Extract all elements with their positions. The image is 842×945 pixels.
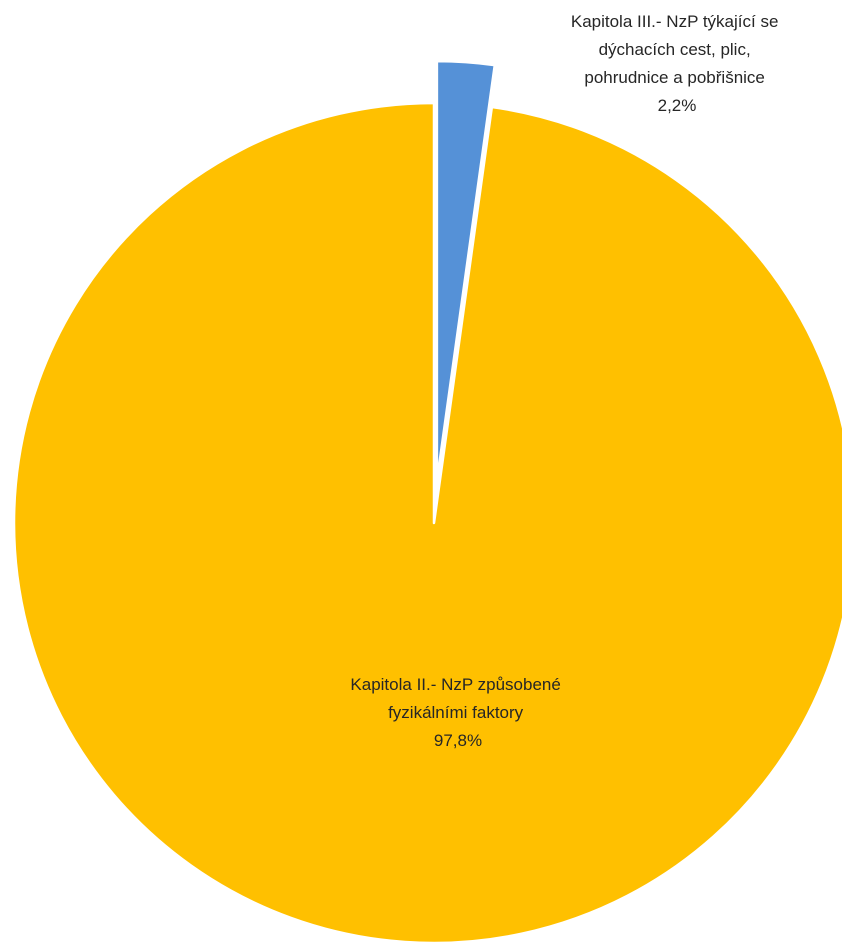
slice-label-kapitola-ii-line-2: fyzikálními faktory bbox=[388, 703, 524, 722]
slice-label-kapitola-iii-line-3: pohrudnice a pobřišnice bbox=[584, 68, 765, 87]
slice-label-kapitola-iii: Kapitola III.- NzP týkající se dýchacích… bbox=[571, 12, 783, 115]
pie-slice-kapitola-ii bbox=[12, 101, 842, 945]
slice-label-kapitola-iii-line-1: Kapitola III.- NzP týkající se bbox=[571, 12, 779, 31]
slice-label-kapitola-ii-line-1: Kapitola II.- NzP způsobené bbox=[350, 675, 560, 694]
slice-label-kapitola-iii-line-2: dýchacích cest, plic, bbox=[599, 40, 751, 59]
slice-value-kapitola-ii: 97,8% bbox=[434, 731, 482, 750]
pie-slices bbox=[12, 59, 842, 945]
slice-value-kapitola-iii: 2,2% bbox=[658, 96, 697, 115]
pie-slice-kapitola-iii bbox=[435, 59, 497, 483]
slice-label-kapitola-ii: Kapitola II.- NzP způsobené fyzikálními … bbox=[350, 675, 565, 750]
